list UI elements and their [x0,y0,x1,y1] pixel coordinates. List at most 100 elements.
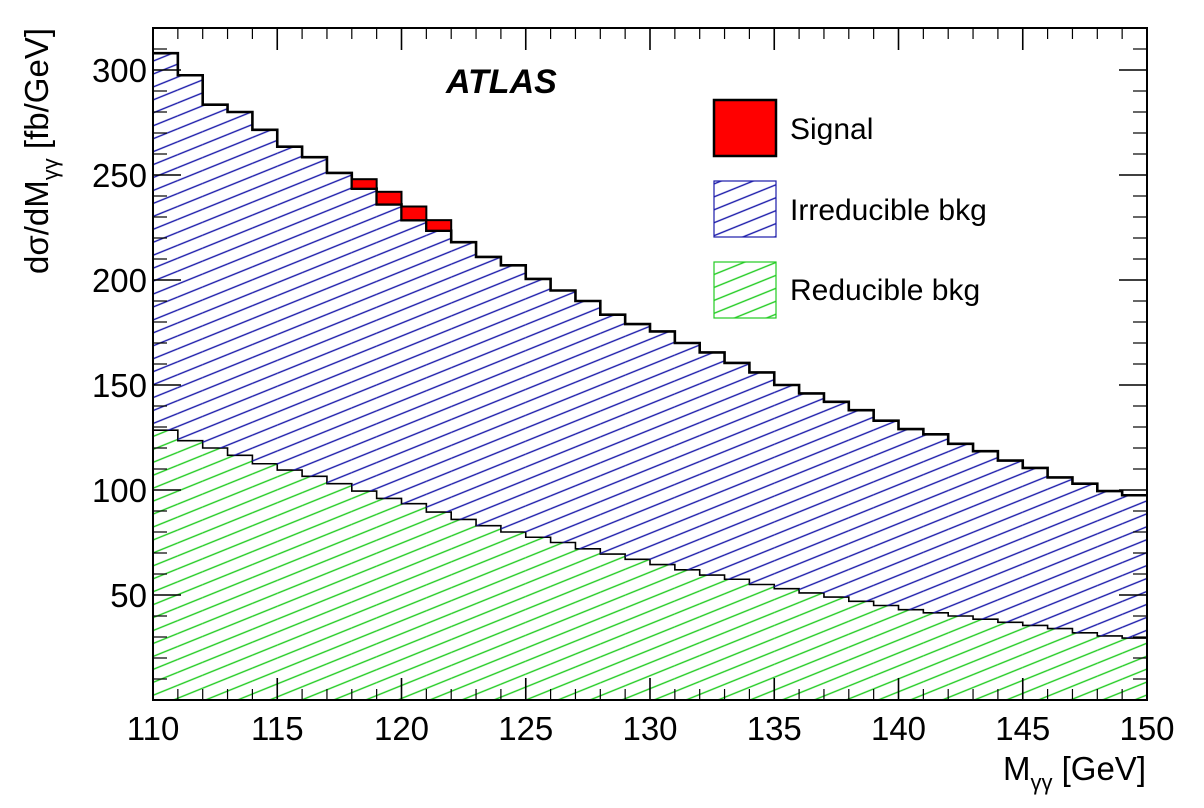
y-axis-title: dσ/dMγγ [fb/GeV] [18,28,63,274]
bar-reducible-bkg-148 [1097,635,1123,700]
bar-irreducible-bkg-136 [799,393,824,593]
series-signal [350,178,453,232]
bar-reducible-bkg-145 [1022,625,1048,700]
bar-reducible-bkg-124 [500,532,526,700]
bar-irreducible-bkg-123 [476,256,501,526]
bar-irreducible-bkg-141 [923,434,949,613]
bar-irreducible-bkg-113 [227,112,253,456]
bar-irreducible-bkg-130 [650,331,675,565]
bar-reducible-bkg-113 [227,455,253,700]
bar-reducible-bkg-130 [650,564,675,700]
bar-reducible-bkg-126 [550,542,576,700]
x-tick-label-135: 135 [747,710,802,747]
bar-reducible-bkg-119 [376,498,402,700]
bar-signal-120 [400,205,428,222]
bar-irreducible-bkg-127 [575,301,601,549]
bar-signal-121 [425,219,453,232]
bar-irreducible-bkg-114 [252,129,278,464]
bar-irreducible-bkg-117 [326,172,352,484]
x-tick-label-145: 145 [995,710,1050,747]
bar-reducible-bkg-136 [799,592,824,700]
bar-reducible-bkg-140 [898,609,924,700]
ticks-layer: 110 115 120 125 130 135 140 145 150 50 100 150 200 25… [92,27,1175,747]
bar-reducible-bkg-137 [823,597,849,700]
x-tick-label-120: 120 [374,710,429,747]
bar-irreducible-bkg-124 [500,265,526,532]
bar-reducible-bkg-128 [600,554,626,700]
y-tick-label-50: 50 [110,577,147,614]
bar-irreducible-bkg-148 [1097,491,1123,636]
bar-irreducible-bkg-112 [202,104,228,449]
bar-reducible-bkg-120 [401,503,427,700]
bar-irreducible-bkg-120 [401,220,427,504]
bar-irreducible-bkg-142 [948,443,974,616]
bar-reducible-bkg-143 [973,619,998,700]
bar-signal-118 [350,178,378,190]
x-tick-label-140: 140 [871,710,926,747]
bar-reducible-bkg-142 [948,616,974,700]
outline-irreducible-bkg [153,51,1147,497]
bar-reducible-bkg-122 [451,519,477,700]
x-axis-title: Mγγ [GeV] [1003,750,1146,795]
bar-reducible-bkg-111 [177,440,203,700]
bar-irreducible-bkg-111 [177,75,203,441]
x-tick-label-130: 130 [622,710,677,747]
bar-irreducible-bkg-121 [426,230,452,513]
bar-irreducible-bkg-118 [351,188,377,492]
legend-label-irreducible: Irreducible bkg [790,194,987,227]
bar-irreducible-bkg-115 [277,146,303,471]
bar-reducible-bkg-149 [1122,638,1147,700]
bar-irreducible-bkg-139 [873,420,899,606]
bar-reducible-bkg-134 [749,584,775,700]
y-tick-label-300: 300 [92,52,147,89]
bar-signal-119 [375,190,403,206]
bar-reducible-bkg-146 [1047,628,1073,700]
bar-irreducible-bkg-126 [550,290,576,543]
histogram-layer [153,51,1147,700]
bar-irreducible-bkg-146 [1047,477,1073,629]
bar-irreducible-bkg-132 [699,352,725,576]
bar-irreducible-bkg-133 [724,362,750,580]
bar-reducible-bkg-141 [923,612,949,700]
bar-irreducible-bkg-138 [848,410,874,602]
series-irreducible-bkg [153,51,1147,639]
bar-reducible-bkg-147 [1072,632,1098,700]
bar-irreducible-bkg-149 [1122,495,1147,639]
bar-irreducible-bkg-131 [674,343,700,570]
bar-reducible-bkg-117 [326,483,352,700]
bar-reducible-bkg-127 [575,548,601,700]
bar-irreducible-bkg-147 [1072,483,1098,633]
y-tick-label-150: 150 [92,367,147,404]
x-tick-label-115: 115 [251,710,304,747]
bar-reducible-bkg-139 [873,605,899,700]
bar-reducible-bkg-144 [997,622,1023,700]
bar-reducible-bkg-132 [699,575,725,700]
bar-reducible-bkg-138 [848,601,874,700]
bar-reducible-bkg-121 [426,512,452,700]
bar-reducible-bkg-116 [302,476,327,700]
experiment-label: ATLAS [445,63,557,101]
bar-irreducible-bkg-119 [376,204,402,499]
y-tick-label-250: 250 [92,157,147,194]
y-tick-label-200: 200 [92,262,147,299]
x-tick-label-125: 125 [498,710,553,747]
bar-irreducible-bkg-110 [153,53,178,431]
bar-irreducible-bkg-140 [898,429,924,610]
bar-reducible-bkg-118 [351,491,377,700]
legend-swatch-reducible [713,261,777,319]
x-tick-label-110: 110 [127,710,180,747]
legend-swatch-irreducible [713,180,777,238]
legend-label-signal: Signal [790,113,873,146]
bar-reducible-bkg-110 [153,430,178,700]
x-tick-label-150: 150 [1119,710,1174,747]
bar-reducible-bkg-135 [774,588,800,700]
bar-irreducible-bkg-137 [823,401,849,598]
bar-reducible-bkg-133 [724,579,750,700]
y-tick-label-100: 100 [92,472,147,509]
bar-reducible-bkg-114 [252,463,278,700]
legend: Signal Irreducible bkg Reducible bkg [712,98,987,319]
bar-irreducible-bkg-135 [774,385,800,589]
bar-irreducible-bkg-125 [525,278,551,538]
bar-reducible-bkg-125 [525,537,551,700]
bar-irreducible-bkg-144 [997,460,1023,623]
